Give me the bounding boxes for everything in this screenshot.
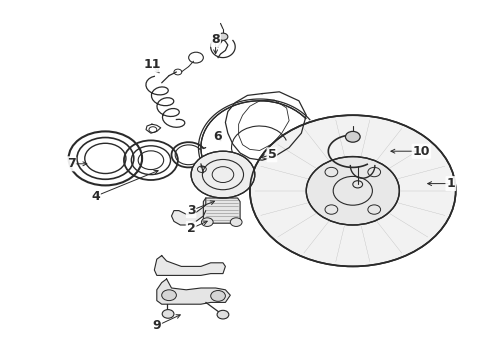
Polygon shape <box>157 279 230 304</box>
Text: 3: 3 <box>187 204 196 217</box>
Circle shape <box>191 151 255 198</box>
Text: 11: 11 <box>143 58 161 71</box>
Text: 8: 8 <box>211 33 220 46</box>
Text: 2: 2 <box>187 222 196 235</box>
Text: 7: 7 <box>67 157 75 170</box>
Circle shape <box>230 218 242 226</box>
Circle shape <box>201 218 213 226</box>
Text: 5: 5 <box>268 148 276 161</box>
Circle shape <box>162 290 176 301</box>
Circle shape <box>211 291 225 301</box>
Text: 6: 6 <box>214 130 222 143</box>
Circle shape <box>162 310 174 318</box>
Text: 1: 1 <box>446 177 455 190</box>
Circle shape <box>217 310 229 319</box>
Text: 4: 4 <box>91 190 100 203</box>
Circle shape <box>345 131 360 142</box>
Circle shape <box>250 115 456 266</box>
Circle shape <box>306 157 399 225</box>
Circle shape <box>218 33 228 40</box>
Polygon shape <box>154 256 225 275</box>
Polygon shape <box>203 198 240 223</box>
Text: 10: 10 <box>413 145 430 158</box>
Text: 9: 9 <box>152 319 161 332</box>
Polygon shape <box>172 198 206 225</box>
